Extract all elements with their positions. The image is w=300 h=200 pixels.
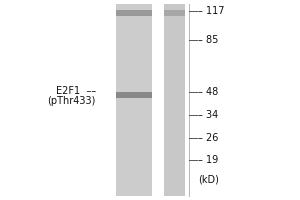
Text: (pThr433): (pThr433) <box>48 96 96 106</box>
Text: – 48: – 48 <box>198 87 218 97</box>
Text: – 85: – 85 <box>198 35 218 45</box>
Text: – 117: – 117 <box>198 6 224 16</box>
Text: – 19: – 19 <box>198 155 218 165</box>
Text: (kD): (kD) <box>198 174 219 184</box>
Bar <box>164 4 184 196</box>
Text: – 34: – 34 <box>198 110 218 120</box>
Text: E2F1  ––: E2F1 –– <box>56 86 96 96</box>
Text: – 26: – 26 <box>198 133 218 143</box>
Bar <box>116 92 152 98</box>
Bar <box>164 10 184 16</box>
Bar <box>116 4 152 196</box>
Bar <box>116 10 152 16</box>
